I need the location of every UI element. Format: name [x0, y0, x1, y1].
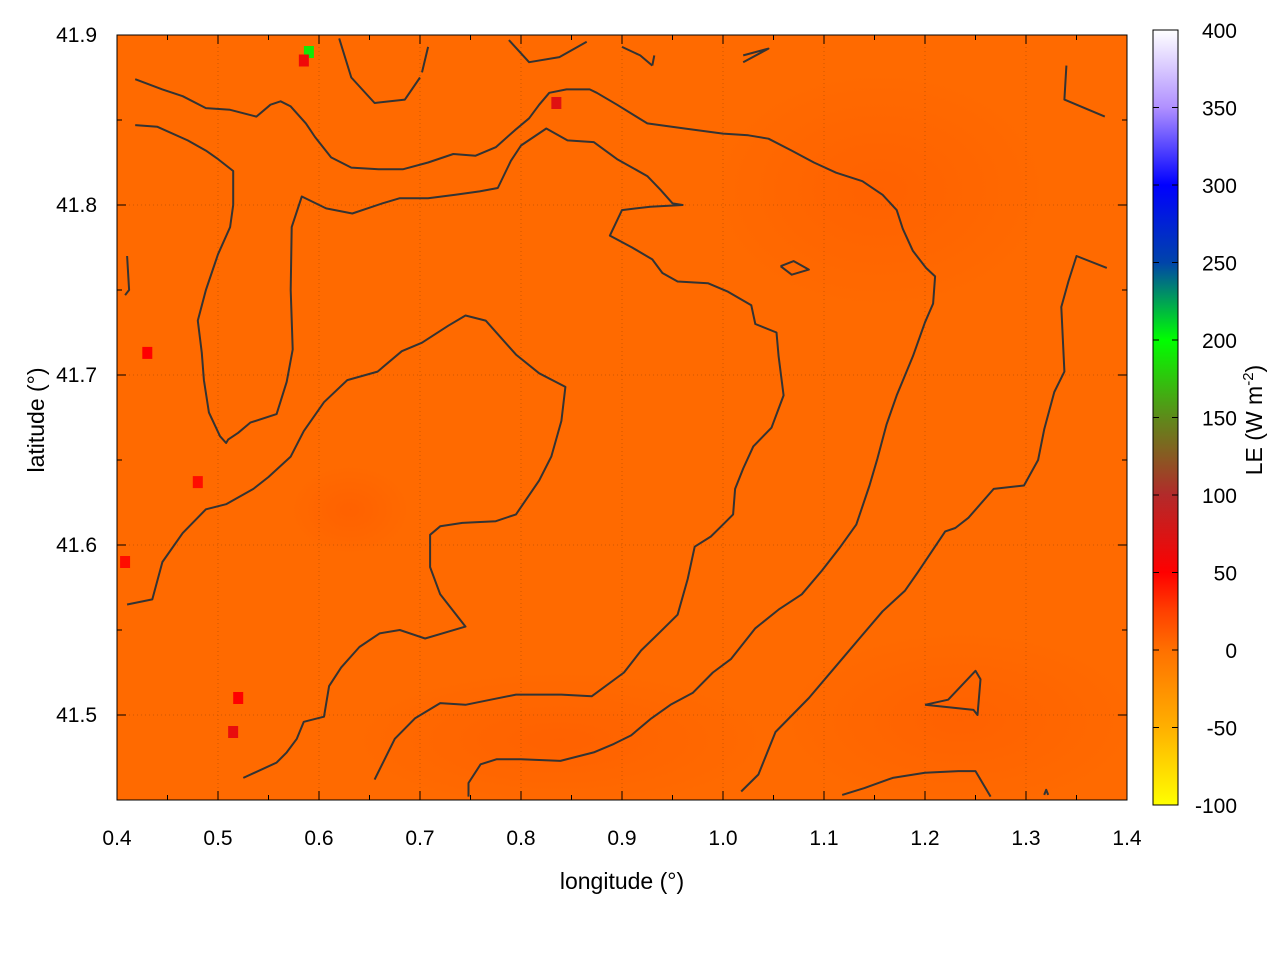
contour-line [651, 55, 656, 66]
colorbar-tick-label: 300 [1202, 175, 1237, 198]
colorbar-tick-label: 0 [1225, 640, 1237, 663]
contour-line [126, 314, 567, 779]
warm-region [710, 70, 1050, 310]
contour-line [1043, 788, 1050, 796]
colorbar-tick-label: 200 [1202, 330, 1237, 353]
x-tick-label: 0.6 [304, 827, 333, 850]
hotspot-cell [551, 97, 562, 109]
x-tick-label: 0.4 [102, 827, 132, 850]
contour-line [421, 46, 430, 73]
y-tick-label: 41.7 [56, 364, 97, 387]
x-tick-labels: 0.4 0.5 0.6 0.7 0.8 0.9 1.0 1.1 1.2 1.3 1.4 [102, 827, 1142, 850]
contour-line [924, 669, 982, 716]
warm-region [780, 630, 1127, 800]
colorbar-tick-labels: -100 -50 0 50 100 150 200 250 300 350 400 [1195, 20, 1237, 818]
x-tick-label: 1.3 [1011, 827, 1040, 850]
contour-line [1063, 65, 1106, 118]
hotspot-cell [142, 346, 153, 359]
hotspot-cell [233, 692, 244, 704]
colorbar-label-sup: -2 [1240, 372, 1257, 385]
colorbar-tick-label: -100 [1195, 795, 1237, 818]
gridlines [117, 35, 1127, 800]
colorbar: -100 -50 0 50 100 150 200 250 300 350 400 LE (W m-… [1152, 20, 1267, 818]
contour-line [508, 39, 588, 64]
contour-lines [124, 38, 1108, 798]
contour-line [740, 255, 1108, 793]
colorbar-tick-label: 50 [1214, 563, 1237, 586]
y-tick-labels: 41.5 41.6 41.7 41.8 41.9 [56, 24, 97, 727]
contour-line [779, 260, 810, 276]
warm-region [350, 670, 770, 800]
x-tick-label: 0.9 [607, 827, 636, 850]
hotspot-cell [192, 476, 203, 489]
axis-ticks [116, 34, 1128, 801]
colorbar-tick-label: 150 [1202, 408, 1237, 431]
hotspot-cell [228, 726, 239, 738]
plot-area [116, 34, 1128, 801]
colorbar-ticks [1153, 29, 1178, 806]
y-tick-label: 41.9 [56, 24, 97, 47]
contour-line [135, 124, 785, 781]
colorbar-tick-label: 350 [1202, 98, 1237, 121]
x-tick-label: 1.0 [708, 827, 737, 850]
x-tick-label: 1.4 [1112, 827, 1142, 850]
contour-line [338, 38, 421, 104]
y-axis-label: latitude (°) [23, 367, 49, 472]
colorbar-tick-label: 400 [1202, 20, 1237, 43]
x-axis-label: longitude (°) [560, 868, 684, 894]
contour-line [621, 45, 653, 67]
colorbar-label-end: ) [1241, 365, 1267, 373]
contour-line [124, 255, 131, 296]
contour-line [841, 770, 992, 798]
colorbar-label-main: LE (W m [1241, 386, 1267, 475]
colorbar-tick-label: -50 [1207, 718, 1237, 741]
x-tick-label: 0.5 [203, 827, 232, 850]
colorbar-label: LE (W m-2) [1240, 365, 1267, 475]
colorbar-tick-label: 100 [1202, 485, 1237, 508]
hotspot-cell [298, 54, 309, 67]
y-tick-label: 41.8 [56, 194, 97, 217]
hotspots [120, 46, 562, 738]
x-tick-label: 0.8 [506, 827, 535, 850]
y-tick-label: 41.5 [56, 704, 97, 727]
x-tick-label: 1.2 [910, 827, 939, 850]
contour-line [742, 47, 770, 64]
hotspot-cell [303, 46, 314, 58]
warm-region [290, 465, 410, 555]
hotspot-cell [120, 556, 131, 568]
y-tick-label: 41.6 [56, 534, 97, 557]
colorbar-tick-label: 250 [1202, 253, 1237, 276]
x-tick-label: 0.7 [405, 827, 434, 850]
contour-line [134, 78, 937, 797]
x-tick-label: 1.1 [809, 827, 838, 850]
